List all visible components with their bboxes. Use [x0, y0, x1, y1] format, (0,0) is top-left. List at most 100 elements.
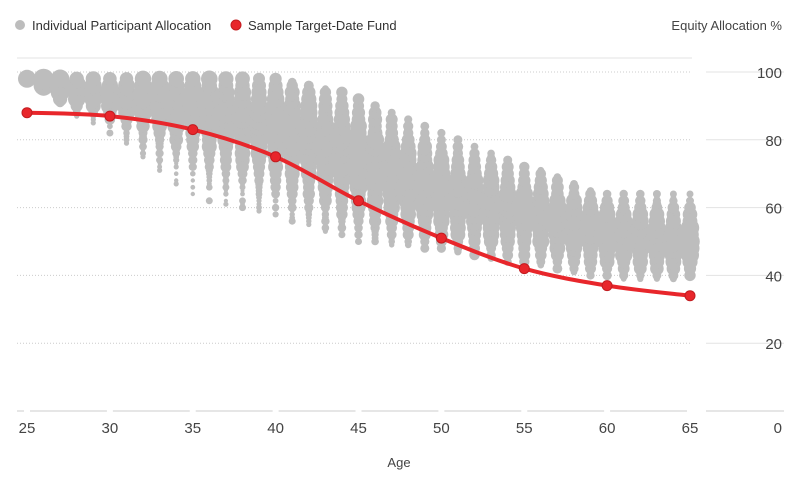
y-tick-label: 80 — [765, 133, 782, 150]
participant-bubble — [336, 86, 348, 99]
y-tick-label: 0 — [774, 420, 782, 437]
x-tick-label: 45 — [350, 420, 367, 437]
participant-bubble — [106, 129, 114, 137]
participant-bubble — [201, 70, 218, 88]
participant-bubble — [240, 191, 245, 197]
participant-bubble — [586, 187, 595, 195]
participant-bubble — [190, 170, 196, 177]
participant-bubble — [387, 108, 396, 117]
participant-bubble — [321, 224, 330, 232]
participant-bubble — [436, 141, 447, 153]
participant-bubble — [223, 198, 228, 203]
participant-bubble — [601, 195, 613, 207]
participant-bubble — [223, 191, 229, 197]
x-tick-label: 65 — [682, 420, 699, 437]
participant-bubble — [223, 201, 229, 207]
participant-bubble — [370, 101, 380, 111]
legend-label-fund: Sample Target-Date Fund — [248, 18, 397, 33]
legend: Individual Participant Allocation Sample… — [15, 18, 397, 33]
x-axis-title: Age — [387, 455, 410, 470]
participant-bubble — [437, 128, 446, 138]
participant-bubble — [352, 93, 365, 105]
fund-point — [21, 107, 33, 119]
participant-bubble — [157, 164, 163, 170]
participant-bubble — [85, 71, 101, 87]
fund-point — [684, 290, 696, 302]
participant-bubble — [570, 180, 578, 188]
participant-bubble — [103, 72, 117, 86]
participant-bubble — [239, 204, 246, 212]
legend-marker-participants — [15, 20, 25, 30]
participant-bubble — [537, 166, 545, 174]
fund-point — [187, 124, 199, 136]
participant-bubble — [168, 71, 184, 87]
participant-bubble — [321, 85, 329, 93]
participant-bubbles — [18, 68, 700, 283]
participant-bubble — [272, 211, 279, 218]
x-tick-label: 40 — [267, 420, 284, 437]
participant-bubble — [636, 189, 645, 199]
fund-series — [21, 107, 696, 302]
participant-bubble — [503, 155, 513, 165]
participant-bubble — [107, 123, 113, 130]
participant-bubble — [602, 189, 612, 199]
participant-bubble — [134, 70, 152, 88]
participant-bubble — [218, 71, 234, 87]
participant-bubble — [69, 71, 84, 87]
participant-bubble — [119, 72, 134, 86]
x-tick-label: 30 — [102, 420, 119, 437]
participant-bubble — [519, 161, 530, 173]
participant-bubble — [355, 238, 362, 245]
y-axis-title: Equity Allocation % — [671, 18, 782, 33]
fund-point — [104, 110, 116, 122]
participant-bubble — [686, 196, 694, 205]
participant-bubble — [553, 173, 562, 181]
participant-bubble — [669, 190, 677, 198]
participant-bubble — [190, 184, 196, 190]
participant-bubble — [18, 69, 36, 88]
fund-point — [270, 151, 282, 163]
participant-bubble — [453, 135, 463, 145]
participant-bubble — [50, 69, 70, 89]
participant-bubble — [470, 142, 479, 151]
participant-bubble — [173, 171, 179, 176]
participant-bubble — [272, 197, 279, 204]
participant-bubble — [139, 150, 147, 157]
participant-bubble — [487, 149, 495, 158]
fund-point — [518, 263, 530, 275]
participant-bubble — [173, 164, 179, 170]
y-tick-label: 20 — [765, 336, 782, 353]
participant-bubble — [303, 80, 314, 91]
participant-bubble — [156, 156, 164, 164]
fund-point — [435, 232, 447, 244]
participant-bubble — [239, 197, 246, 205]
participant-bubble — [253, 72, 265, 85]
participant-bubble — [188, 162, 197, 171]
legend-label-participants: Individual Participant Allocation — [32, 18, 211, 33]
x-tick-label: 35 — [184, 420, 201, 437]
participant-bubble — [420, 121, 430, 131]
participant-bubble — [173, 181, 179, 187]
participant-bubble — [185, 71, 201, 87]
y-tick-label: 40 — [765, 268, 782, 285]
participant-bubble — [652, 190, 661, 198]
fund-point — [601, 280, 613, 292]
participant-bubble — [289, 211, 295, 218]
y-tick-label: 100 — [757, 65, 782, 82]
grid-layer — [17, 57, 692, 344]
participant-bubble — [33, 68, 54, 89]
participant-bubble — [436, 135, 446, 145]
participant-bubble — [287, 77, 297, 87]
participant-bubble — [404, 115, 413, 124]
participant-bubble — [269, 72, 282, 85]
participant-bubble — [271, 203, 280, 212]
y-tick-label: 60 — [765, 201, 782, 218]
participant-bubble — [188, 155, 198, 165]
participant-bubble — [190, 191, 195, 197]
participant-bubble — [205, 197, 213, 205]
fund-point — [353, 195, 364, 207]
x-tick-label: 25 — [19, 420, 36, 437]
participant-bubble — [619, 189, 628, 199]
participant-bubble — [190, 178, 195, 183]
